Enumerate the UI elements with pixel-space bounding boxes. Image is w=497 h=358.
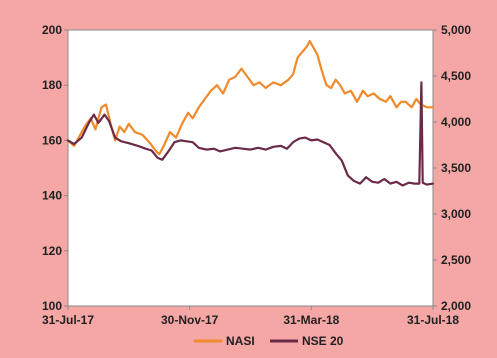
left-y-tick-label: 100 (42, 299, 62, 313)
right-y-tick-label: 2,000 (441, 299, 471, 313)
x-tick-label: 31-Jul-17 (42, 313, 94, 327)
series-line-0 (66, 39, 435, 156)
series-layer (66, 39, 435, 187)
legend-label: NASI (226, 334, 255, 348)
right-y-tick-label: 4,000 (441, 115, 471, 129)
right-y-tick-label: 3,000 (441, 207, 471, 221)
left-y-tick-label: 180 (42, 78, 62, 92)
left-y-tick-label: 140 (42, 189, 62, 203)
right-y-tick-label: 3,500 (441, 161, 471, 175)
plot-area (67, 29, 434, 307)
left-y-axis: 100 120 140 160 180 200 (42, 23, 68, 313)
x-axis: 31-Jul-17 30-Nov-17 31-Mar-18 31-Jul-18 (42, 306, 459, 327)
x-tick-label: 30-Nov-17 (161, 313, 219, 327)
right-y-tick-label: 2,500 (441, 253, 471, 267)
right-y-tick-label: 4,500 (441, 69, 471, 83)
left-y-tick-label: 120 (42, 244, 62, 258)
series-line-1 (66, 81, 435, 187)
right-y-axis: 2,000 2,500 3,000 3,500 4,000 4,500 5,000 (433, 23, 471, 313)
left-y-tick-label: 160 (42, 133, 62, 147)
x-tick-label: 31-Mar-18 (283, 313, 339, 327)
legend-label: NSE 20 (302, 334, 344, 348)
left-y-tick-label: 200 (42, 23, 62, 37)
right-y-tick-label: 5,000 (441, 23, 471, 37)
x-tick-label: 31-Jul-18 (407, 313, 459, 327)
legend: NASI NSE 20 (194, 334, 344, 348)
